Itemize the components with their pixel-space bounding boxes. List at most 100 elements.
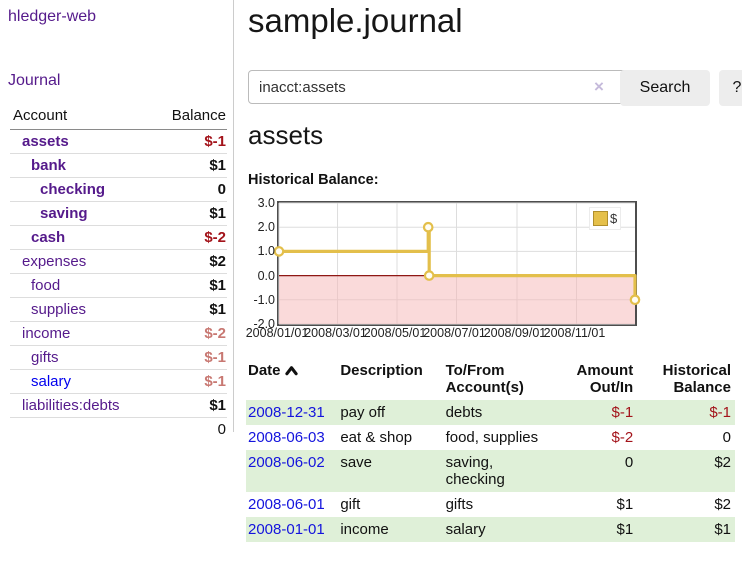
account-link-supplies[interactable]: supplies [31,301,87,318]
accounts-balance-table: Account Balance assets $-1 bank $1 checking 0… [10,104,227,441]
accounts-header-account: Account [10,104,152,130]
legend-swatch-icon [593,211,608,226]
y-tick-label: -2.0 [253,317,275,331]
account-link-bank[interactable]: bank [31,157,67,174]
app-title-link[interactable]: hledger-web [8,8,97,25]
account-balance: $-1 [151,345,227,370]
account-balance: 0 [151,177,227,202]
chart-plot-area: 3.0 2.0 1.0 0.0 -1.0 -2.0 $ [253,196,641,331]
legend-label: $ [610,211,618,226]
x-tick-label: 2008/09/01 [483,326,547,340]
historical-balance-chart: 3.0 2.0 1.0 0.0 -1.0 -2.0 $ 2008/01/01 2008/03… [245,196,668,348]
transaction-date-link[interactable]: 2008-06-02 [248,454,325,471]
chart-title: Historical Balance: [248,172,379,188]
sidebar: hledger-web Journal Account Balance asse… [0,0,234,441]
x-tick-label: 2008/03/01 [304,326,367,340]
account-row: saving $1 [10,201,227,226]
search-input[interactable] [248,70,636,104]
account-link-assets[interactable]: assets [22,133,69,150]
x-tick-label: 2008/05/01 [363,326,427,340]
account-row: cash $-2 [10,225,227,250]
transaction-description: eat & shop [340,429,413,446]
page-title: sample.journal [248,2,463,39]
account-row: gifts $-1 [10,345,227,370]
header-balance: Historical Balance [662,362,731,396]
transaction-description: pay off [340,404,386,421]
header-date[interactable]: Date [246,360,338,400]
account-link-food[interactable]: food [31,277,61,294]
account-row: supplies $1 [10,297,227,322]
account-balance: $-1 [151,129,227,154]
transaction-description: income [340,521,389,538]
chart-legend: $ [589,207,622,230]
transaction-balance: $1 [714,521,731,538]
account-row: assets $-1 [10,129,227,154]
transaction-description: save [340,454,372,471]
help-button[interactable]: ? [719,70,742,106]
transaction-accounts: saving, checking [445,454,505,488]
transaction-row[interactable]: 2008-06-01 gift gifts $1 $2 [246,492,735,517]
y-tick-label: -1.0 [253,292,275,307]
account-link-cash[interactable]: cash [31,229,66,246]
account-balance: $-1 [151,369,227,394]
transaction-amount: $1 [616,521,634,538]
account-balance: $1 [151,393,227,418]
y-tick-label: 2.0 [257,220,275,235]
account-balance: $1 [151,153,227,178]
transaction-balance: $2 [714,496,731,513]
account-balance: $1 [151,201,227,226]
x-tick-label: 2008/07/01 [423,326,486,340]
account-link-salary[interactable]: salary [31,373,72,390]
account-row: food $1 [10,273,227,298]
clear-search-icon[interactable]: × [594,77,604,96]
accounts-total-row: 0 [10,417,227,441]
transaction-date-link[interactable]: 2008-12-31 [248,404,325,421]
transaction-row[interactable]: 2008-06-03 eat & shop food, supplies $-2 0 [246,425,735,450]
search-button[interactable]: Search [620,70,710,106]
transaction-amount: $-1 [611,404,634,421]
accounts-header-balance: Balance [151,104,227,130]
transaction-date-link[interactable]: 2008-06-03 [248,429,325,446]
header-accounts: To/From Account(s) [445,362,524,396]
x-tick-label: 2008/01/01 [245,326,309,340]
accounts-total-value: 0 [151,417,227,441]
transaction-accounts: debts [445,404,483,421]
transaction-balance: 0 [722,429,731,446]
account-link-income[interactable]: income [22,325,71,342]
header-description: Description [340,362,423,379]
account-link-gifts[interactable]: gifts [31,349,59,366]
chart-canvas [273,202,641,325]
header-amount: Amount Out/In [576,362,634,396]
account-link-saving[interactable]: saving [40,205,88,222]
search-form: × Search ? [248,70,742,106]
transaction-date-link[interactable]: 2008-01-01 [248,521,325,538]
account-balance: $-2 [151,225,227,250]
y-tick-label: 3.0 [257,196,275,210]
sidebar-item-journal[interactable]: Journal [8,72,61,89]
account-link-checking[interactable]: checking [40,181,106,198]
account-balance: $1 [151,273,227,298]
account-balance: $1 [151,297,227,322]
account-heading: assets [248,120,324,150]
account-link-expenses[interactable]: expenses [22,253,87,270]
transaction-row[interactable]: 2008-12-31 pay off debts $-1 $-1 [246,400,735,425]
account-row: liabilities:debts $1 [10,393,227,418]
account-link-liabilities-debts[interactable]: liabilities:debts [22,397,120,414]
transaction-amount: $1 [616,496,634,513]
x-tick-label: 2008/11/01 [543,326,606,340]
y-tick-label: 0.0 [257,268,275,283]
account-row: income $-2 [10,321,227,346]
transaction-accounts: gifts [445,496,474,513]
sort-ascending-icon [284,366,298,376]
transaction-row[interactable]: 2008-01-01 income salary $1 $1 [246,517,735,542]
account-balance: $-2 [151,321,227,346]
y-tick-label: 1.0 [257,244,275,259]
account-row: checking 0 [10,177,227,202]
account-row: salary $-1 [10,369,227,394]
account-row: expenses $2 [10,249,227,274]
transaction-row[interactable]: 2008-06-02 save saving, checking 0 $2 [246,450,735,492]
transaction-date-link[interactable]: 2008-06-01 [248,496,325,513]
transactions-header-row: Date Description To/From Account(s) Amou… [246,360,735,400]
transaction-balance: $-1 [709,404,731,421]
